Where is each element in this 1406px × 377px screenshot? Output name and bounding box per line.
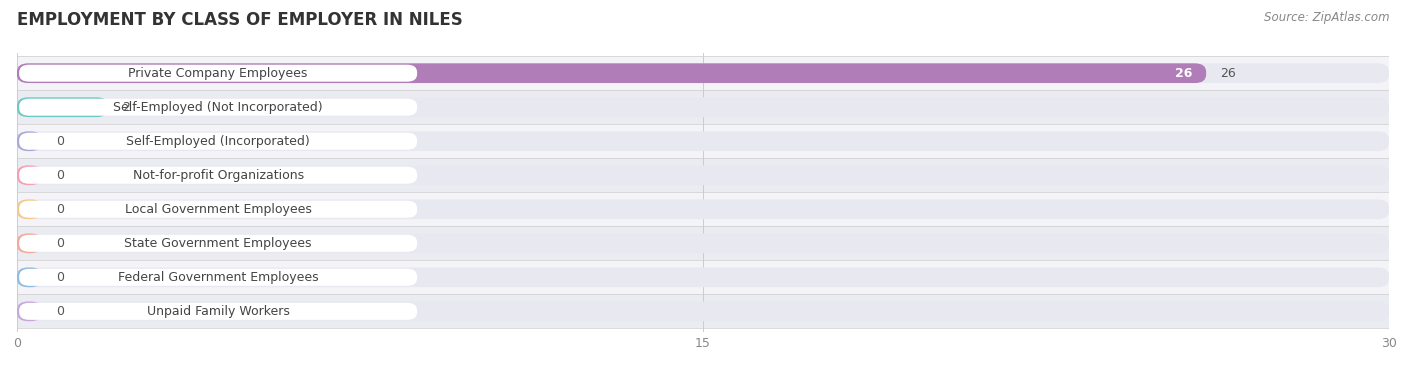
FancyBboxPatch shape	[17, 63, 1389, 83]
FancyBboxPatch shape	[20, 303, 418, 320]
FancyBboxPatch shape	[20, 201, 418, 218]
FancyBboxPatch shape	[17, 233, 42, 253]
FancyBboxPatch shape	[17, 166, 42, 185]
Text: Local Government Employees: Local Government Employees	[125, 203, 312, 216]
FancyBboxPatch shape	[17, 267, 1389, 287]
FancyBboxPatch shape	[20, 65, 418, 82]
Text: 0: 0	[56, 237, 63, 250]
FancyBboxPatch shape	[20, 269, 418, 286]
Text: 26: 26	[1220, 67, 1236, 80]
Text: State Government Employees: State Government Employees	[124, 237, 312, 250]
FancyBboxPatch shape	[17, 267, 42, 287]
Text: Unpaid Family Workers: Unpaid Family Workers	[146, 305, 290, 318]
FancyBboxPatch shape	[17, 97, 108, 117]
FancyBboxPatch shape	[17, 302, 1389, 321]
Text: Self-Employed (Not Incorporated): Self-Employed (Not Incorporated)	[114, 101, 323, 114]
FancyBboxPatch shape	[20, 99, 418, 116]
Text: 0: 0	[56, 169, 63, 182]
Text: 0: 0	[56, 135, 63, 148]
FancyBboxPatch shape	[17, 158, 1389, 192]
Text: Federal Government Employees: Federal Government Employees	[118, 271, 318, 284]
Text: Not-for-profit Organizations: Not-for-profit Organizations	[132, 169, 304, 182]
Text: EMPLOYMENT BY CLASS OF EMPLOYER IN NILES: EMPLOYMENT BY CLASS OF EMPLOYER IN NILES	[17, 11, 463, 29]
FancyBboxPatch shape	[20, 235, 418, 252]
FancyBboxPatch shape	[17, 56, 1389, 90]
FancyBboxPatch shape	[17, 63, 1206, 83]
FancyBboxPatch shape	[17, 260, 1389, 294]
Text: 26: 26	[1175, 67, 1192, 80]
FancyBboxPatch shape	[17, 226, 1389, 260]
Text: 0: 0	[56, 305, 63, 318]
Text: 0: 0	[56, 203, 63, 216]
FancyBboxPatch shape	[17, 199, 42, 219]
Text: Private Company Employees: Private Company Employees	[128, 67, 308, 80]
FancyBboxPatch shape	[20, 133, 418, 150]
Text: Source: ZipAtlas.com: Source: ZipAtlas.com	[1264, 11, 1389, 24]
FancyBboxPatch shape	[17, 97, 1389, 117]
FancyBboxPatch shape	[17, 233, 1389, 253]
FancyBboxPatch shape	[17, 192, 1389, 226]
FancyBboxPatch shape	[17, 131, 1389, 151]
FancyBboxPatch shape	[17, 131, 42, 151]
FancyBboxPatch shape	[17, 90, 1389, 124]
FancyBboxPatch shape	[17, 294, 1389, 328]
FancyBboxPatch shape	[17, 199, 1389, 219]
FancyBboxPatch shape	[17, 166, 1389, 185]
Text: 0: 0	[56, 271, 63, 284]
Text: 2: 2	[122, 101, 129, 114]
Text: Self-Employed (Incorporated): Self-Employed (Incorporated)	[127, 135, 309, 148]
FancyBboxPatch shape	[20, 167, 418, 184]
FancyBboxPatch shape	[17, 302, 42, 321]
FancyBboxPatch shape	[17, 124, 1389, 158]
